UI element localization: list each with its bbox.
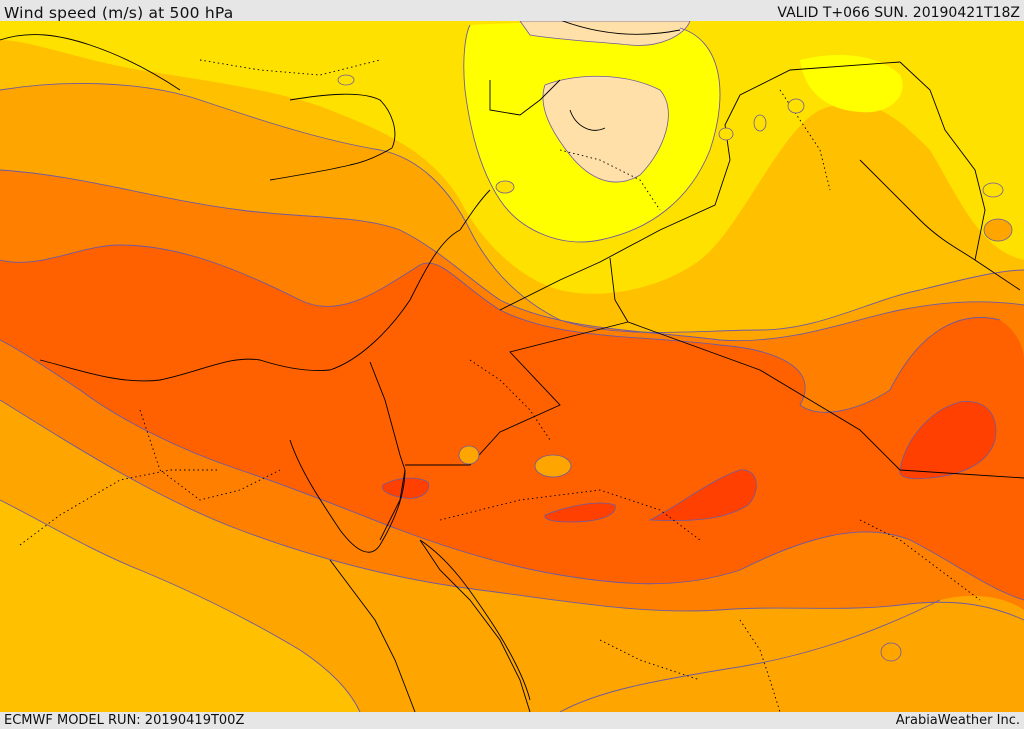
minor-contour-blobs-orange bbox=[458, 218, 1013, 662]
contour-band-very-low-north bbox=[519, 21, 691, 46]
contour-band-high bbox=[0, 245, 1024, 600]
contour-band-very-high-central bbox=[648, 469, 757, 522]
contour-band-very-high-sinai bbox=[382, 477, 430, 499]
contour-band-very-high-south bbox=[544, 502, 616, 523]
contour-band-medium-southwest bbox=[0, 500, 360, 712]
coastlines bbox=[0, 21, 976, 701]
contour-band-very-low bbox=[542, 75, 669, 183]
contour-band-medium-southeast bbox=[560, 595, 1024, 712]
contour-band-very-high-east bbox=[899, 401, 997, 480]
footer-bar: ECMWF MODEL RUN: 20190419T00Z ArabiaWeat… bbox=[0, 712, 1024, 729]
wind-speed-map[interactable] bbox=[0, 21, 1024, 712]
dotted-borders bbox=[19, 59, 981, 712]
country-borders bbox=[329, 61, 1024, 712]
minor-contour-blobs bbox=[337, 74, 1004, 198]
map-title: Wind speed (m/s) at 500 hPa bbox=[4, 4, 234, 22]
header-bar: Wind speed (m/s) at 500 hPa VALID T+066 … bbox=[0, 0, 1024, 22]
contour-band-low-east bbox=[800, 55, 903, 113]
credit-label: ArabiaWeather Inc. bbox=[895, 713, 1020, 728]
valid-time-label: VALID T+066 SUN. 20190421T18Z bbox=[777, 5, 1020, 21]
model-run-label: ECMWF MODEL RUN: 20190419T00Z bbox=[4, 713, 245, 728]
contour-lines bbox=[0, 24, 1024, 712]
